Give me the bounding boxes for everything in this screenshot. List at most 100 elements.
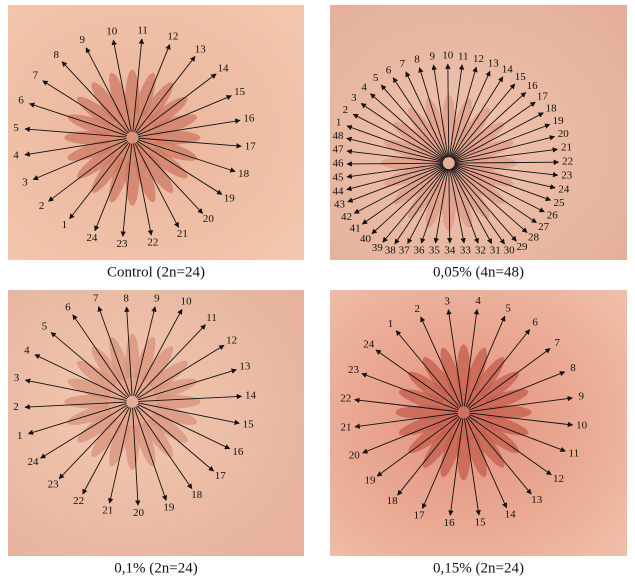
chromosome-number: 24 [363, 339, 375, 351]
chromosome-number: 17 [537, 91, 549, 103]
chromosome-number: 44 [333, 185, 345, 197]
chromosome-number: 7 [555, 337, 561, 349]
chromosome-number: 24 [86, 232, 98, 244]
chromosome-number: 6 [18, 95, 24, 107]
chromosome-number: 14 [505, 509, 517, 521]
chromosome-number: 9 [579, 390, 585, 402]
chromosome-number: 22 [73, 495, 84, 507]
chromosome-number: 40 [360, 233, 372, 245]
chromosome-number: 41 [350, 223, 361, 235]
chromosome-number: 15 [243, 418, 255, 430]
chromosome-number: 6 [65, 302, 71, 314]
chromosome-number: 24 [558, 183, 570, 195]
chromosome-number: 21 [341, 421, 352, 433]
chromosome-number: 5 [505, 302, 511, 314]
chromosome-number: 5 [42, 320, 48, 332]
chromosome-number: 39 [372, 242, 384, 254]
chromosome-number: 3 [14, 372, 20, 384]
chromosome-number: 34 [444, 245, 456, 257]
chromosome-number: 26 [547, 209, 559, 221]
chromosome-number: 3 [22, 176, 28, 188]
chromosome-number: 4 [361, 82, 367, 94]
chromosome-number: 12 [226, 334, 237, 346]
chromosome-number: 14 [245, 389, 257, 401]
chromosome-number: 23 [561, 170, 573, 182]
chromosome-number: 21 [177, 228, 188, 240]
chromosome-number: 9 [430, 51, 436, 63]
caption: 0,05% (4n=48) [433, 264, 524, 280]
chromosome-number: 38 [385, 245, 397, 257]
chromosome-number: 1 [336, 117, 342, 129]
chromosome-number: 17 [414, 509, 426, 521]
chromosome-number: 33 [460, 245, 472, 257]
chromosome-number: 19 [163, 502, 175, 514]
chromosome-number: 36 [414, 245, 426, 257]
chromosome-number: 17 [215, 470, 227, 482]
caption: 0,1% (2n=24) [114, 560, 197, 576]
chromosome-number: 7 [400, 58, 406, 70]
chromosome-number: 45 [333, 172, 345, 184]
chromosome-number: 4 [13, 150, 19, 162]
chromosome-number: 20 [203, 213, 215, 225]
chromosome-number: 42 [341, 211, 352, 223]
chromosome-number: 9 [154, 293, 160, 305]
chromosome-number: 10 [442, 50, 454, 62]
chromosome-number: 1 [17, 430, 23, 442]
chromosome-number: 15 [515, 71, 527, 83]
chromosome-number: 9 [80, 34, 86, 46]
chromosome-number: 14 [218, 62, 230, 74]
chromosome-number: 31 [490, 245, 501, 257]
chromosome-number: 48 [333, 130, 345, 142]
figure: 123456789101112131415161718192021222324C… [0, 0, 635, 581]
chromosome-number: 23 [117, 238, 129, 250]
chromosome-number: 24 [28, 456, 40, 468]
chromosome-number: 28 [528, 232, 540, 244]
chromosome-number: 46 [333, 158, 345, 170]
chromosome-number: 47 [333, 144, 345, 156]
chromosome-number: 16 [232, 446, 244, 458]
caption: 0,15% (2n=24) [433, 560, 524, 576]
chromosome-number: 11 [569, 448, 580, 460]
chromosome-number: 13 [531, 494, 543, 506]
panel: 1234567891011121314151617181920212223242… [330, 5, 627, 280]
chromosome-number: 19 [553, 115, 565, 127]
chromosome-number: 10 [106, 26, 118, 38]
chromosome-number: 32 [475, 245, 486, 257]
chromosome-number: 10 [576, 420, 588, 432]
caption: Control (2n=24) [107, 264, 205, 280]
chromosome-number: 20 [133, 507, 145, 519]
chromosome-number: 2 [414, 303, 420, 315]
chromosome-number: 2 [343, 104, 349, 116]
chromosome-number: 14 [502, 63, 514, 75]
chromosome-number: 12 [553, 473, 564, 485]
chromosome-number: 1 [388, 318, 394, 330]
chromosome-number: 16 [444, 517, 456, 529]
chromosome-number: 5 [373, 72, 379, 84]
chromosome-number: 37 [399, 245, 411, 257]
chromosome-number: 30 [504, 245, 516, 257]
chromosome-number: 12 [167, 30, 178, 42]
chromosome-number: 22 [340, 392, 351, 404]
chromosome-number: 11 [206, 312, 217, 324]
chromosome-number: 8 [414, 53, 420, 65]
chromosome-number: 20 [558, 128, 570, 140]
chromosome-number: 23 [348, 364, 360, 376]
chromosome-number: 3 [351, 92, 357, 104]
chromosome-number: 18 [387, 495, 399, 507]
chromosome-number: 23 [48, 478, 60, 490]
chromosome-number: 11 [458, 50, 469, 62]
chromosome-number: 13 [488, 57, 500, 69]
chromosome-number: 17 [245, 140, 257, 152]
chromosome-number: 15 [475, 517, 487, 529]
chromosome-number: 35 [429, 245, 441, 257]
chromosome-number: 10 [181, 296, 193, 308]
chromosome-number: 1 [62, 219, 68, 231]
chromosome-number: 18 [546, 102, 558, 114]
chromosome-number: 19 [365, 475, 377, 487]
chromosome-number: 6 [386, 64, 392, 76]
chromosome-number: 43 [334, 198, 346, 210]
chromosome-number: 12 [473, 53, 484, 65]
chromosome-number: 11 [137, 24, 148, 36]
chromosome-number: 21 [561, 142, 572, 154]
